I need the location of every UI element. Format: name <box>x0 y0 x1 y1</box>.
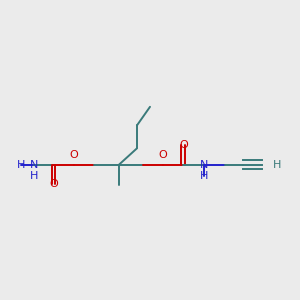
Text: N: N <box>200 160 208 170</box>
Text: N: N <box>30 160 38 170</box>
Text: H: H <box>30 171 38 181</box>
Text: H: H <box>200 171 208 181</box>
Text: O: O <box>159 150 167 160</box>
Text: H: H <box>16 160 25 170</box>
Text: O: O <box>179 140 188 150</box>
Text: H: H <box>273 160 281 170</box>
Text: O: O <box>70 150 79 160</box>
Text: O: O <box>49 179 58 189</box>
